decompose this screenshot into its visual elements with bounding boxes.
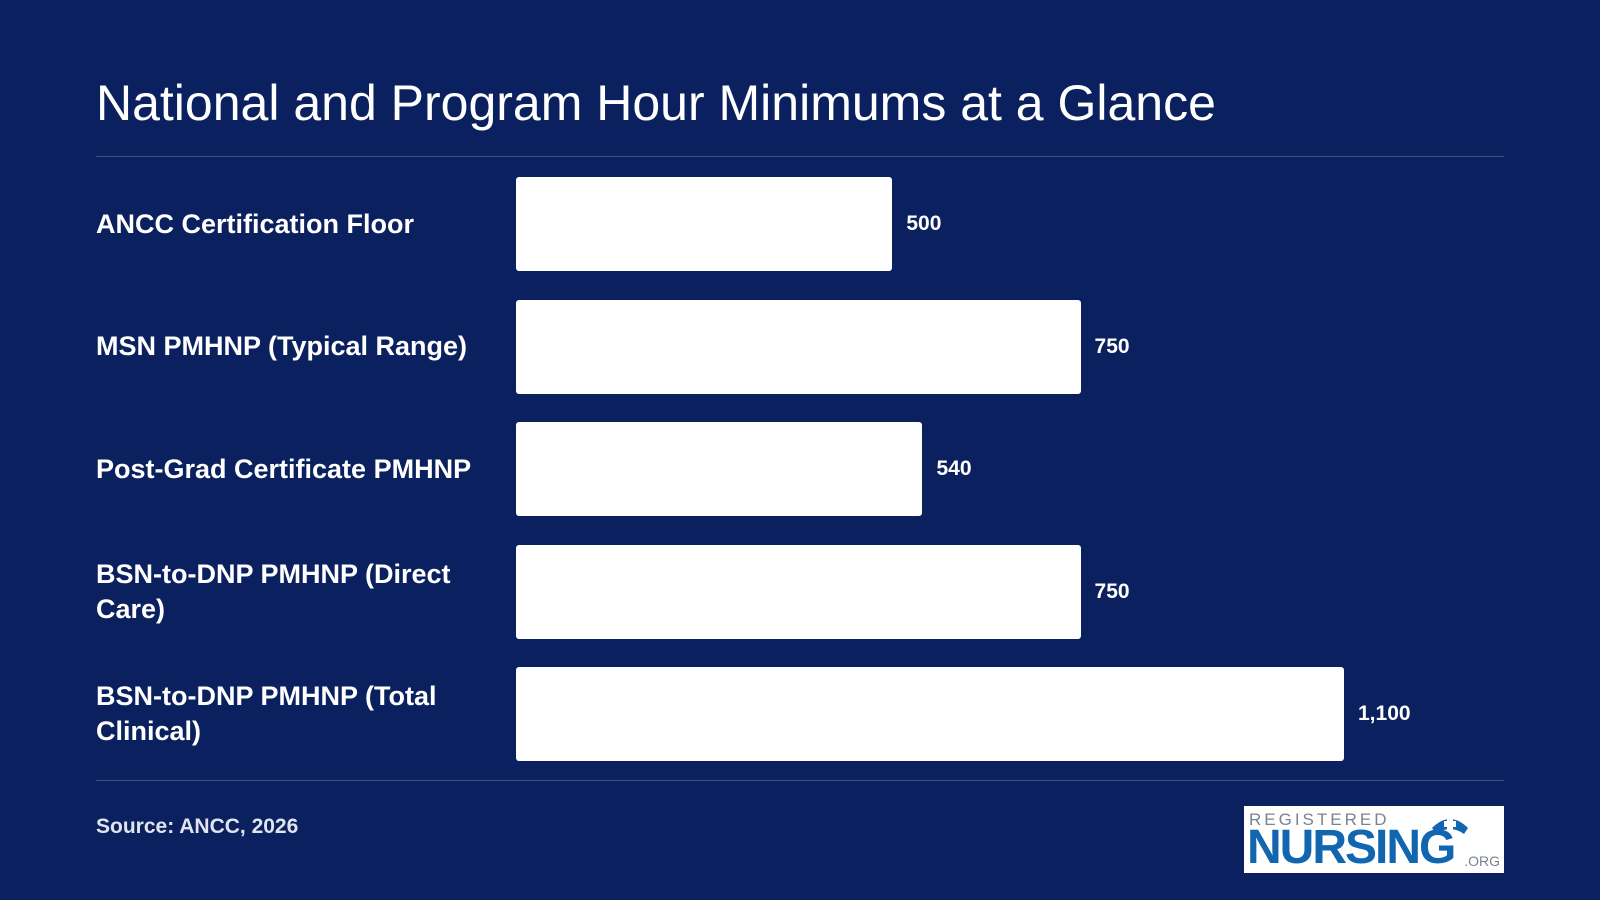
category-label: Post-Grad Certificate PMHNP <box>96 453 472 484</box>
logo-main-text: NURSING <box>1247 821 1456 873</box>
logo-suffix-text: .ORG <box>1464 853 1500 869</box>
nurse-cap-icon <box>1432 818 1468 834</box>
top-divider <box>96 156 1504 157</box>
bar <box>516 299 1081 394</box>
bar <box>516 177 893 271</box>
bar <box>516 667 1344 761</box>
category-label: ANCC Certification Floor <box>96 208 415 239</box>
category-label: BSN-to-DNP PMHNP (Total Clinical) <box>96 681 437 746</box>
bar-value-label: 540 <box>936 457 972 480</box>
category-label: BSN-to-DNP PMHNP (Direct Care) <box>96 558 451 624</box>
bar <box>516 422 923 516</box>
bottom-divider <box>96 780 1504 781</box>
bar-value-label: 500 <box>906 212 942 235</box>
bar <box>516 544 1081 639</box>
registered-nursing-logo: REGISTERED NURSING .ORG <box>1244 806 1504 873</box>
source-note: Source: ANCC, 2026 <box>96 815 299 838</box>
logo-top-text: REGISTERED <box>1249 810 1390 829</box>
chart-title: National and Program Hour Minimums at a … <box>96 75 1216 131</box>
bar-value-label: 750 <box>1094 579 1130 603</box>
bar-value-label: 1,100 <box>1358 702 1411 725</box>
bar-value-label: 750 <box>1094 334 1130 358</box>
category-label: MSN PMHNP (Typical Range) <box>96 331 468 361</box>
